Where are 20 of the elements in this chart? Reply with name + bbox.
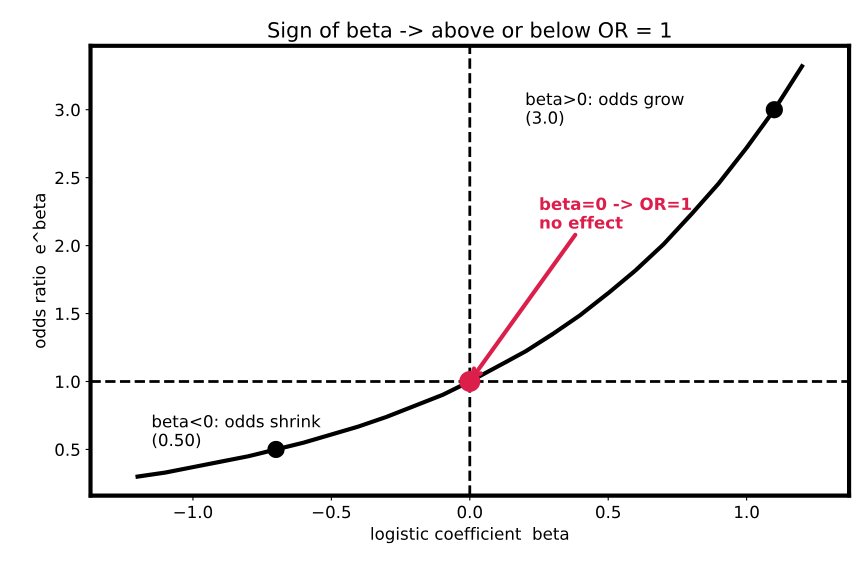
x-tick-label: −1.0 [174,506,212,518]
x-axis-title: logistic coefficient beta [372,527,568,544]
y-tick-label: 1.5 [56,308,80,320]
y-tick-label: 0.5 [55,443,80,456]
x-tick-label: 0.0 [458,506,482,518]
y-tick-label: 2.5 [56,172,80,184]
point [459,370,480,392]
annotation: beta=0 -> OR=1 no effect [540,197,691,229]
x-tick-label: 1.0 [735,506,759,518]
y-tick-label: 1.0 [56,375,80,388]
point [766,101,783,118]
y-axis-title: odds ratio e^beta [32,194,46,348]
x-tick-label: 0.5 [596,506,620,518]
y-tick-label: 2.0 [56,240,80,252]
y-tick-label: 3.0 [56,104,80,116]
annotation: beta<0: odds shrink (0.50) [152,414,321,448]
point [267,440,285,458]
x-tick-label: −0.5 [312,506,350,518]
chart-title: Sign of beta -> above or below OR = 1 [268,22,671,42]
annotation: beta>0: odds grow (3.0) [526,92,684,126]
